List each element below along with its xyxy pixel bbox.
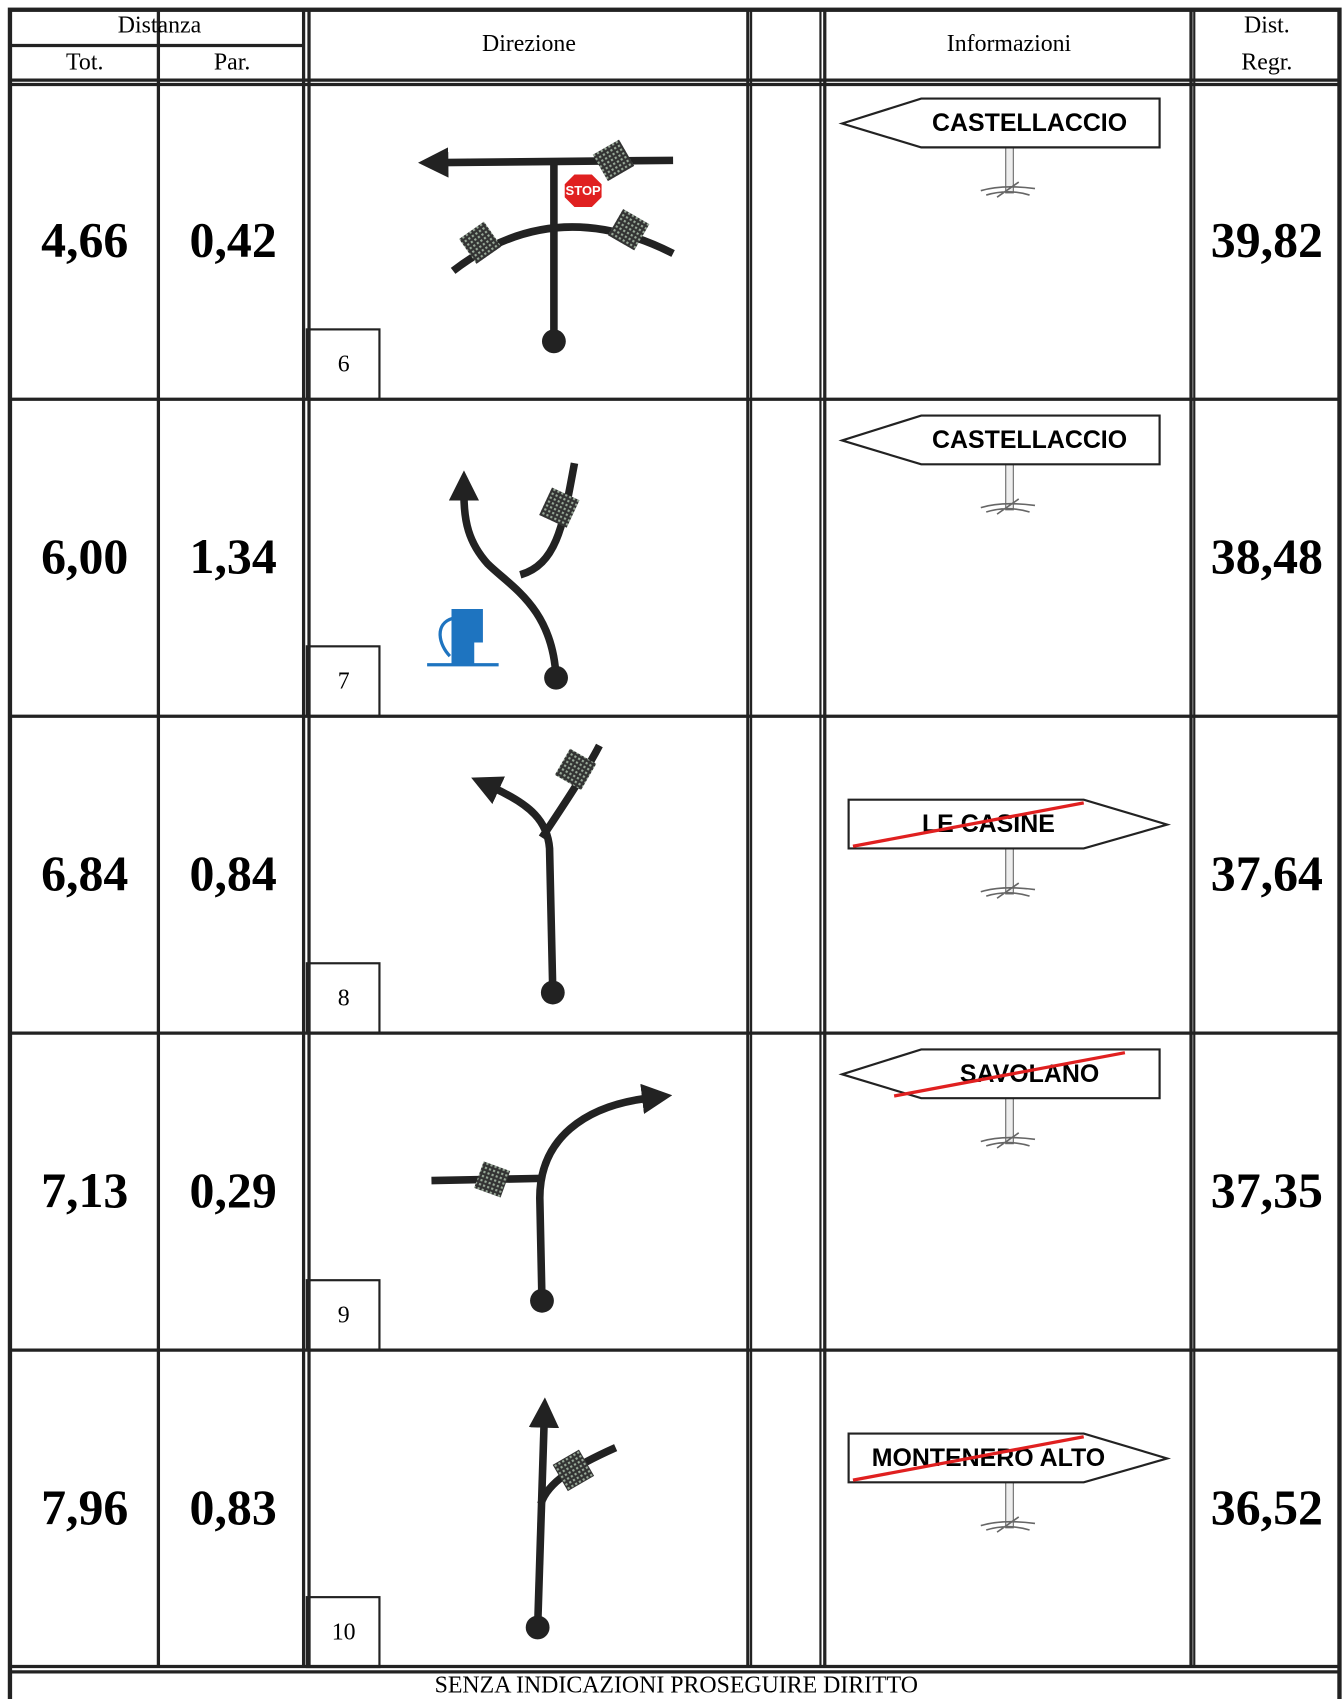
step-number: 7	[338, 669, 350, 695]
start-dot	[541, 981, 565, 1005]
header-regr: Regr.	[1241, 49, 1292, 75]
footer-note: SENZA INDICAZIONI PROSEGUIRE DIRITTO	[435, 1673, 918, 1699]
road	[538, 1422, 545, 1628]
par-value: 0,42	[190, 212, 277, 267]
roadbook-page: Distanza Tot. Par. Direzione Informazion…	[0, 0, 1344, 1699]
sign-text: LE CASINE	[922, 810, 1055, 838]
tot-value: 6,00	[41, 529, 128, 584]
step-number: 10	[332, 1619, 356, 1645]
sign-text: SAVOLANO	[960, 1060, 1099, 1088]
marker	[553, 1450, 594, 1491]
marker	[593, 140, 634, 181]
sign-text: CASTELLACCIO	[932, 109, 1127, 137]
tot-value: 4,66	[41, 212, 128, 267]
fuel-icon	[427, 611, 499, 665]
road	[464, 495, 556, 678]
marker	[474, 1161, 510, 1197]
fuel-hose	[440, 618, 453, 656]
start-dot	[542, 329, 566, 353]
par-value: 0,29	[190, 1163, 277, 1218]
header-regr: Dist.	[1244, 13, 1290, 39]
step-number: 8	[338, 986, 350, 1012]
regr-value: 39,82	[1211, 212, 1323, 267]
par-value: 0,83	[190, 1480, 277, 1535]
direction-diagram: STOP	[442, 140, 673, 354]
par-value: 1,34	[190, 529, 277, 584]
tot-value: 7,96	[41, 1480, 128, 1535]
header-informazioni: Informazioni	[947, 31, 1072, 57]
direction-sign: LE CASINE	[849, 800, 1168, 899]
header-distanza: Distanza	[118, 13, 202, 39]
direction-diagram	[526, 1422, 616, 1640]
start-dot	[526, 1616, 550, 1640]
direction-sign: MONTENERO ALTO	[849, 1434, 1168, 1533]
start-dot	[544, 666, 568, 690]
road	[442, 160, 673, 162]
stop-label: STOP	[566, 183, 601, 198]
direction-sign: CASTELLACCIO	[842, 416, 1159, 515]
step-number: 9	[338, 1303, 350, 1329]
marker	[539, 487, 579, 527]
start-dot	[530, 1289, 554, 1313]
header-tot: Tot.	[66, 49, 103, 75]
par-value: 0,84	[190, 846, 277, 901]
header-direzione: Direzione	[482, 31, 576, 57]
road	[540, 1098, 648, 1301]
header-par: Par.	[214, 49, 250, 75]
step-number: 6	[338, 352, 350, 378]
direction-diagram	[493, 745, 599, 1004]
tot-value: 6,84	[41, 846, 128, 901]
direction-diagram	[427, 463, 579, 689]
direction-sign: CASTELLACCIO	[842, 99, 1159, 198]
direction-diagram	[431, 1098, 648, 1313]
regr-value: 37,64	[1211, 846, 1323, 901]
road	[493, 788, 553, 993]
sign-text: CASTELLACCIO	[932, 426, 1127, 454]
regr-value: 38,48	[1211, 529, 1323, 584]
regr-value: 37,35	[1211, 1163, 1323, 1218]
regr-value: 36,52	[1211, 1480, 1323, 1535]
sign-text: MONTENERO ALTO	[872, 1444, 1105, 1472]
direction-sign: SAVOLANO	[842, 1049, 1159, 1148]
tot-value: 7,13	[41, 1163, 128, 1218]
